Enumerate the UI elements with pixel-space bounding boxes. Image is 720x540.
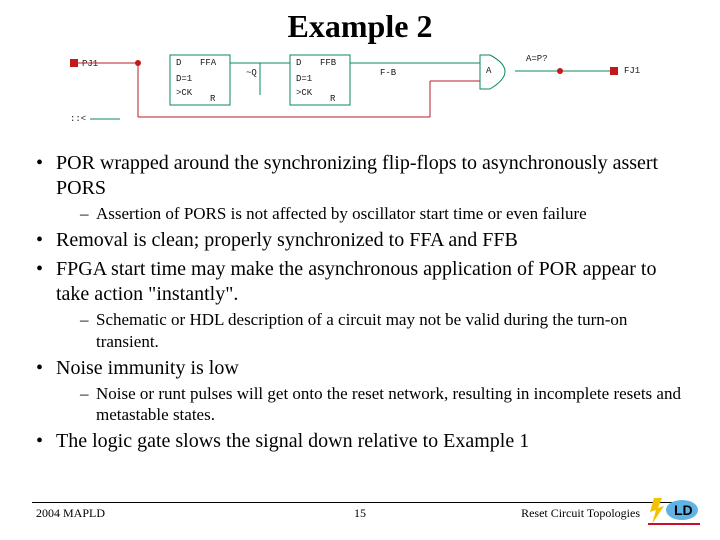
bullet-5: The logic gate slows the signal down rel… [32, 429, 688, 454]
svg-text:D=1: D=1 [296, 74, 312, 84]
logo: LD [646, 496, 702, 526]
svg-text:D: D [176, 58, 181, 68]
svg-text:F-B: F-B [380, 68, 397, 78]
schematic-diagram: PJ1 D FFA D=1 >CK R ~Q D FFB D=1 [50, 51, 670, 139]
bullet-2: Removal is clean; properly synchronized … [32, 228, 688, 253]
svg-text:FFA: FFA [200, 58, 217, 68]
bullet-list: POR wrapped around the synchronizing fli… [32, 151, 688, 454]
logo-svg: LD [646, 496, 702, 526]
schematic-svg: PJ1 D FFA D=1 >CK R ~Q D FFB D=1 [50, 51, 670, 139]
bullet-4: Noise immunity is low Noise or runt puls… [32, 356, 688, 426]
svg-text:~Q: ~Q [246, 68, 257, 78]
sub-4-1: Noise or runt pulses will get onto the r… [56, 383, 688, 426]
bullet-4-text: Noise immunity is low [56, 357, 239, 379]
bullet-3-text: FPGA start time may make the asynchronou… [56, 258, 656, 305]
slide-title: Example 2 [32, 8, 688, 45]
and-gate [480, 55, 505, 89]
sub-1-1: Assertion of PORS is not affected by osc… [56, 203, 688, 224]
svg-text:::<: ::< [70, 114, 86, 124]
svg-text:D: D [296, 58, 301, 68]
svg-text:R: R [210, 94, 216, 104]
sub-list-1: Assertion of PORS is not affected by osc… [56, 203, 688, 224]
svg-text:A: A [486, 66, 492, 76]
svg-text:A=P?: A=P? [526, 54, 548, 64]
svg-text:LD: LD [674, 502, 693, 518]
sub-list-4: Noise or runt pulses will get onto the r… [56, 383, 688, 426]
sub-3-1: Schematic or HDL description of a circui… [56, 309, 688, 352]
bullet-3: FPGA start time may make the asynchronou… [32, 257, 688, 352]
slide: Example 2 PJ1 D FFA D=1 >CK R ~Q [0, 0, 720, 540]
input-label: PJ1 [82, 59, 98, 69]
bullet-1-text: POR wrapped around the synchronizing fli… [56, 152, 658, 199]
footer-center: 15 [354, 506, 366, 521]
output-pin-icon [610, 67, 618, 75]
svg-text:>CK: >CK [176, 88, 193, 98]
svg-text:R: R [330, 94, 336, 104]
bullet-1: POR wrapped around the synchronizing fli… [32, 151, 688, 224]
svg-text:>CK: >CK [296, 88, 313, 98]
sub-list-3: Schematic or HDL description of a circui… [56, 309, 688, 352]
bolt-icon [650, 498, 664, 524]
footer-rule [32, 502, 688, 503]
footer: 2004 MAPLD 15 Reset Circuit Topologies L… [0, 502, 720, 530]
svg-text:D=1: D=1 [176, 74, 192, 84]
output-label: FJ1 [624, 66, 640, 76]
footer-right: Reset Circuit Topologies [521, 506, 640, 521]
svg-text:FFB: FFB [320, 58, 337, 68]
footer-left: 2004 MAPLD [36, 506, 105, 521]
input-pin-icon [70, 59, 78, 67]
